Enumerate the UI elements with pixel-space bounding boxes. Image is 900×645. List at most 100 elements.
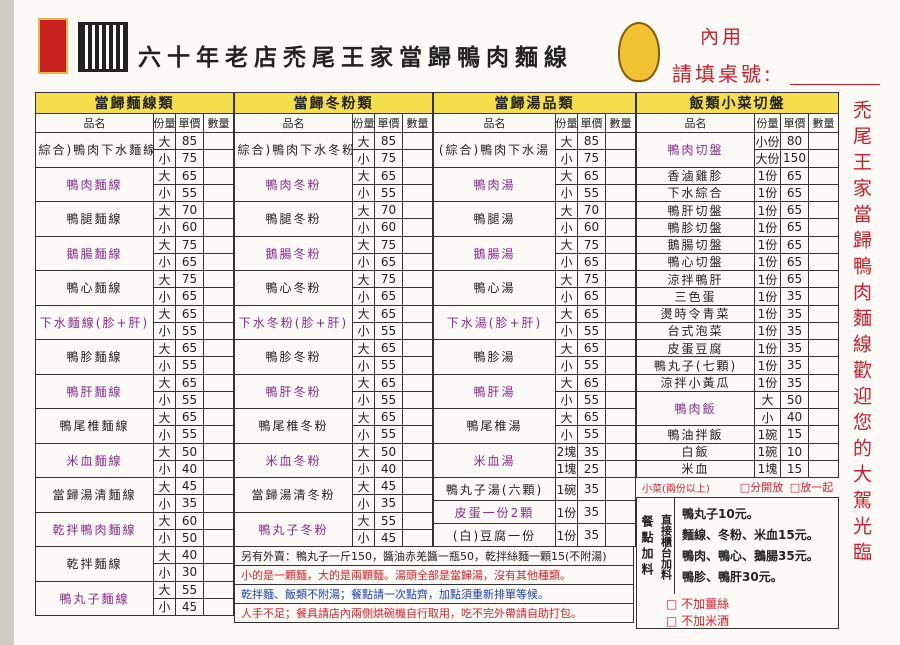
column-header: 單價: [175, 113, 204, 133]
quantity-box: [402, 183, 433, 202]
quantity-box: [605, 252, 636, 271]
item-name: 乾拌鴨肉麵線: [35, 511, 154, 547]
price: 70: [175, 201, 204, 220]
price: 65: [374, 373, 403, 392]
price: 65: [175, 339, 204, 358]
price: 55: [374, 321, 403, 340]
price: 55: [175, 356, 204, 375]
price: 55: [175, 321, 204, 340]
add-on-item: 鴨丸子10元。: [682, 507, 759, 521]
size: 大: [352, 201, 375, 220]
item-name: (綜合)鴨肉下水麵線: [35, 132, 154, 168]
item-name: 鴨尾椎湯: [433, 408, 556, 444]
quantity-box: [808, 201, 839, 220]
quantity-box: [203, 425, 234, 444]
price: 60: [374, 218, 403, 237]
side-dish-option: □放一起: [789, 481, 834, 494]
price: 55: [374, 425, 403, 444]
price: 55: [577, 321, 606, 340]
size: 小: [153, 149, 176, 168]
quantity-box: [605, 218, 636, 237]
size: 大: [352, 408, 375, 427]
logo: [38, 18, 68, 74]
size: 小: [352, 390, 375, 409]
price: 75: [374, 149, 403, 168]
add-on-item: 麵線、冬粉、米血15元。: [682, 528, 819, 542]
price: 85: [374, 132, 403, 151]
price: 65: [175, 166, 204, 185]
quantity-box: [402, 252, 433, 271]
price: 65: [780, 270, 809, 289]
price: 35: [780, 321, 809, 340]
price: 35: [175, 494, 204, 513]
quantity-box: [605, 373, 636, 392]
size: 小: [153, 528, 176, 547]
price: 70: [374, 201, 403, 220]
size: 1碗: [754, 442, 781, 461]
size: 大: [555, 270, 578, 289]
price: 50: [780, 390, 809, 409]
size: 1份: [555, 523, 578, 547]
column-header: 品名: [433, 113, 556, 133]
size: 1份: [754, 218, 781, 237]
size: 小: [352, 528, 375, 547]
size: 大: [153, 270, 176, 289]
price: 55: [577, 390, 606, 409]
quantity-box: [402, 339, 433, 358]
price: 55: [374, 511, 403, 530]
size: 1塊: [754, 459, 781, 478]
quantity-box: [605, 235, 636, 254]
size: 大: [352, 373, 375, 392]
note: 小的是一顆麵，大的是兩顆麵。湯頭全部是當歸湯，沒有其他種類。: [234, 565, 634, 585]
size: 大: [153, 339, 176, 358]
add-on-divider: [674, 497, 675, 594]
price: 65: [780, 218, 809, 237]
item-name: 香滷雞胗: [636, 166, 755, 185]
quantity-box: [203, 528, 234, 547]
size: 大: [153, 201, 176, 220]
size: 1份: [754, 287, 781, 306]
quantity-box: [808, 304, 839, 323]
quantity-box: [808, 287, 839, 306]
item-name: 鴨肉湯: [433, 166, 556, 202]
quantity-box: [203, 132, 234, 151]
quantity-box: [402, 390, 433, 409]
price: 35: [780, 287, 809, 306]
quantity-box: [203, 201, 234, 220]
price: 55: [175, 580, 204, 599]
quantity-box: [402, 270, 433, 289]
item-name: (綜合)鴨肉下水湯: [433, 132, 556, 168]
price: 65: [577, 373, 606, 392]
size: 大: [555, 201, 578, 220]
price: 65: [577, 287, 606, 306]
column-header: 數量: [808, 113, 839, 133]
price: 35: [780, 356, 809, 375]
size: 小: [352, 287, 375, 306]
quantity-box: [605, 425, 636, 444]
size: 1份: [754, 339, 781, 358]
price: 35: [577, 477, 606, 501]
quantity-box: [808, 149, 839, 168]
quantity-box: [808, 459, 839, 478]
price: 55: [577, 183, 606, 202]
table-number-line: [790, 84, 880, 85]
section-title: 當歸湯品類: [433, 92, 636, 114]
price: 55: [175, 390, 204, 409]
quantity-box: [605, 459, 636, 478]
quantity-box: [203, 597, 234, 616]
size: 1份: [754, 166, 781, 185]
quantity-box: [203, 546, 234, 565]
item-name: 鴨肝冬粉: [234, 373, 353, 409]
quantity-box: [402, 511, 433, 530]
quantity-box: [203, 287, 234, 306]
quantity-box: [402, 425, 433, 444]
item-name: 當歸湯清麵線: [35, 477, 154, 513]
size: 1份: [754, 252, 781, 271]
price: 65: [577, 166, 606, 185]
item-name: 米血麵線: [35, 442, 154, 478]
quantity-box: [808, 321, 839, 340]
item-name: 米血冬粉: [234, 442, 353, 478]
size: 大: [153, 166, 176, 185]
quantity-box: [402, 149, 433, 168]
